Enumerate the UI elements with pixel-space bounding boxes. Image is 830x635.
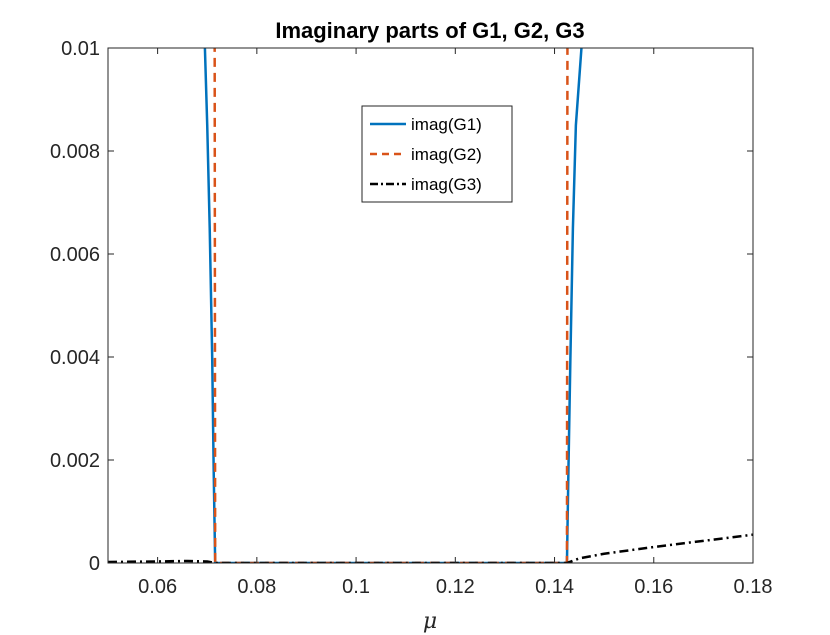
y-tick-label: 0.004 — [50, 347, 100, 369]
y-tick-label: 0.008 — [50, 141, 100, 163]
x-tick-label: 0.06 — [138, 576, 177, 598]
legend-label: imag(G3) — [411, 175, 482, 194]
x-tick-label: 0.14 — [535, 576, 574, 598]
series-line-imag-g3 — [108, 533, 753, 563]
x-tick-label: 0.08 — [237, 576, 276, 598]
x-axis-label: μ — [423, 609, 437, 634]
x-tick-label: 0.12 — [436, 576, 475, 598]
series-layer — [108, 48, 753, 563]
legend: imag(G1) imag(G2) imag(G3) — [361, 105, 513, 203]
y-tick-label: 0.01 — [61, 38, 100, 60]
x-tick-label: 0.18 — [734, 576, 773, 598]
ticks-layer: 0.06 0.08 0.1 0.12 0.14 0.16 0.18 0 0.002 0.004 0.… — [50, 38, 773, 598]
legend-label: imag(G1) — [411, 115, 482, 134]
y-tick-label: 0.006 — [50, 244, 100, 266]
x-tick-label: 0.16 — [634, 576, 673, 598]
x-tick-label: 0.1 — [342, 576, 370, 598]
y-tick-label: 0.002 — [50, 450, 100, 472]
legend-label: imag(G2) — [411, 145, 482, 164]
series-line-imag-g1 — [203, 48, 583, 563]
axes-frame — [107, 47, 754, 564]
y-tick-label: 0 — [89, 553, 100, 575]
chart-title: Imaginary parts of G1, G2, G3 — [275, 18, 584, 43]
